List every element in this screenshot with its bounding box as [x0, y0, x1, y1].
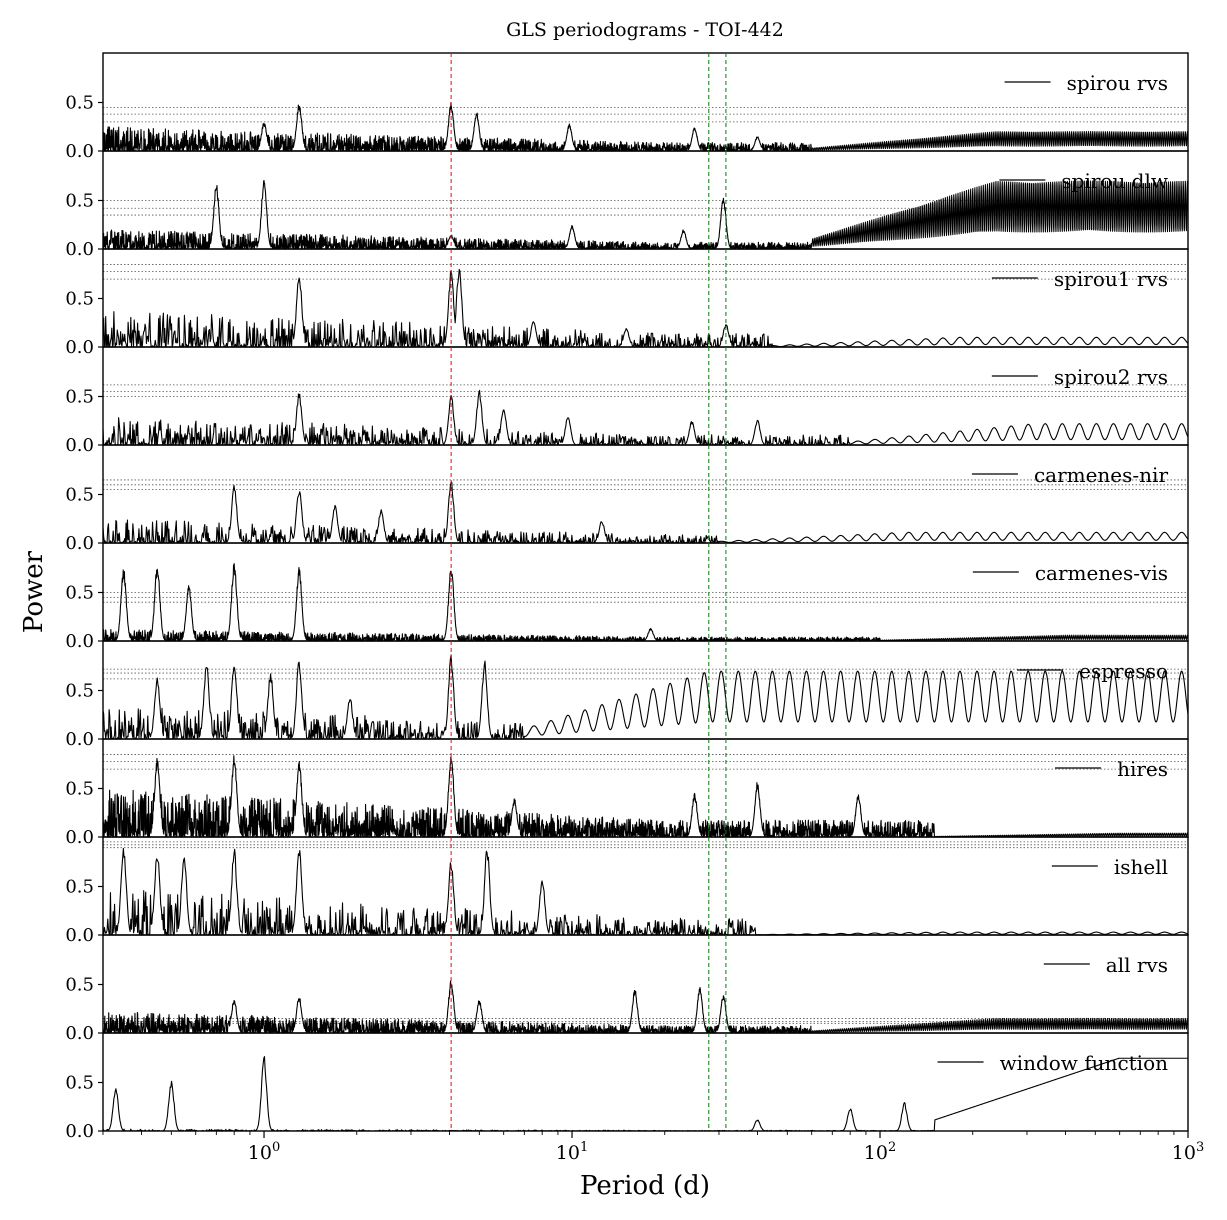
chart-title: GLS periodograms - TOI-442 [506, 19, 784, 41]
legend: spirou rvs [1004, 71, 1168, 95]
panel-spirou2-rvs: 0.0 0.5 spirou2 rvs [65, 346, 1189, 456]
legend-label: spirou rvs [1067, 71, 1168, 95]
y-axis-label: Power [19, 550, 49, 633]
y-tick-label: 0.5 [65, 877, 94, 898]
legend: carmenes-nir [971, 463, 1169, 487]
panel-spirou-dlw: 0.0 0.5 spirou dlw [65, 150, 1189, 260]
legend: espresso [1017, 659, 1168, 683]
legend: carmenes-vis [972, 561, 1168, 585]
x-tick-label: 101 [556, 1140, 588, 1164]
legend: hires [1055, 757, 1168, 781]
y-tick-label: 0.5 [65, 583, 94, 604]
y-tick-label: 0.0 [65, 729, 94, 750]
legend-label: spirou1 rvs [1054, 267, 1168, 291]
legend-label: hires [1117, 757, 1168, 781]
marker-lines [450, 53, 727, 1131]
legend: spirou dlw [999, 169, 1168, 193]
legend: spirou2 rvs [991, 365, 1168, 389]
y-tick-label: 0.0 [65, 435, 94, 456]
y-tick-label: 0.0 [65, 631, 94, 652]
y-tick-label: 0.0 [65, 533, 94, 554]
panel-carmenes-vis: 0.0 0.5 carmenes-vis [65, 542, 1189, 652]
legend-label: all rvs [1106, 953, 1168, 977]
y-tick-label: 0.0 [65, 1023, 94, 1044]
legend: all rvs [1043, 953, 1168, 977]
panel-spirou-rvs: 0.0 0.5 spirou rvs [65, 52, 1189, 162]
legend-label: spirou2 rvs [1054, 365, 1168, 389]
panel-all-rvs: 0.0 0.5 all rvs [65, 934, 1189, 1044]
y-tick-label: 0.5 [65, 485, 94, 506]
panel-frame [102, 444, 1189, 544]
panel-espresso: 0.0 0.5 espresso [65, 640, 1189, 750]
panels: 0.0 0.5 spirou rvs 0.0 0.5 spirou dlw 0.0 0.5 sp… [65, 52, 1189, 1142]
y-tick-label: 0.5 [65, 975, 94, 996]
series-line [102, 389, 1189, 446]
x-tick-label: 103 [1172, 1140, 1204, 1164]
series-line [102, 980, 1189, 1034]
y-tick-label: 0.0 [65, 337, 94, 358]
y-tick-label: 0.0 [65, 925, 94, 946]
panel-frame [102, 346, 1189, 446]
series-line [102, 847, 1189, 936]
legend: ishell [1051, 855, 1168, 879]
y-tick-label: 0.5 [65, 93, 94, 114]
series-line [102, 180, 1189, 250]
panel-carmenes-nir: 0.0 0.5 carmenes-nir [65, 444, 1189, 554]
series-line [102, 563, 1189, 642]
y-tick-label: 0.5 [65, 289, 94, 310]
y-tick-label: 0.0 [65, 1121, 94, 1142]
y-tick-label: 0.0 [65, 239, 94, 260]
legend-label: ishell [1114, 855, 1168, 879]
legend-label: carmenes-vis [1035, 561, 1168, 585]
x-tick-label: 102 [864, 1140, 896, 1164]
series-line [102, 481, 1189, 544]
panel-spirou1-rvs: 0.0 0.5 spirou1 rvs [65, 248, 1189, 358]
legend-label: spirou dlw [1061, 169, 1168, 193]
series-line [102, 102, 1189, 152]
series-line [102, 755, 1189, 838]
y-tick-label: 0.5 [65, 191, 94, 212]
legend-label: carmenes-nir [1034, 463, 1169, 487]
legend: window function [937, 1051, 1169, 1075]
y-tick-label: 0.5 [65, 779, 94, 800]
panel-hires: 0.0 0.5 hires [65, 738, 1189, 848]
series-line [102, 654, 1189, 740]
y-tick-label: 0.5 [65, 387, 94, 408]
panel-window-function: 0.0 0.5 window function [65, 1032, 1189, 1142]
y-tick-label: 0.5 [65, 681, 94, 702]
series-line [102, 268, 1189, 348]
legend: spirou1 rvs [991, 267, 1168, 291]
y-tick-label: 0.0 [65, 141, 94, 162]
y-tick-label: 0.5 [65, 1073, 94, 1094]
legend-label: window function [1000, 1051, 1169, 1075]
panel-ishell: 0.0 0.5 ishell [65, 836, 1189, 946]
x-axis-ticks: 100 101 102 103 [102, 1131, 1204, 1164]
x-tick-label: 100 [248, 1140, 280, 1164]
y-tick-label: 0.0 [65, 827, 94, 848]
panel-frame [102, 542, 1189, 642]
x-axis-label: Period (d) [580, 1171, 710, 1201]
legend-label: espresso [1079, 659, 1168, 683]
